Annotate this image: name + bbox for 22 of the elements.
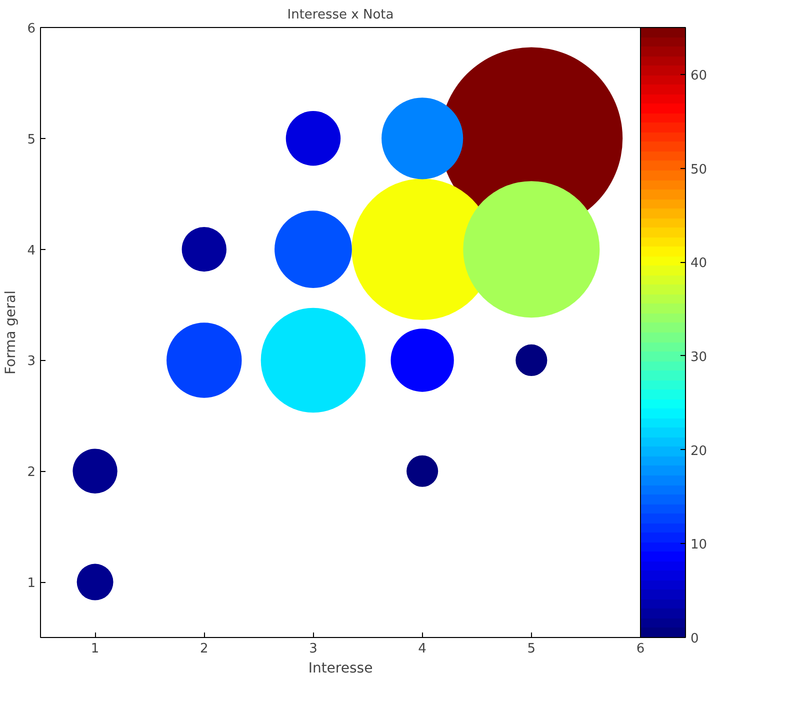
color-bar-label: 40 xyxy=(690,256,708,272)
y-tick-label: 3 xyxy=(27,354,36,370)
y-tick-label: 1 xyxy=(27,576,36,592)
x-tick-label: 6 xyxy=(636,642,645,656)
x-tick-label: 1 xyxy=(90,642,100,656)
x-tick-label: 4 xyxy=(418,642,426,656)
x-tick-label: 2 xyxy=(200,642,208,656)
chart-title: Interesse x Nota xyxy=(287,8,394,22)
color-bar-label: 20 xyxy=(690,444,708,459)
x-axis-title: Interesse xyxy=(308,660,373,676)
y-tick-label: 5 xyxy=(27,132,36,148)
y-tick-label: 4 xyxy=(27,243,36,258)
color-bar-label: 10 xyxy=(690,538,708,553)
color-bar-label: 0 xyxy=(690,632,699,646)
color-bar-label: 30 xyxy=(690,350,708,365)
color-bar-label: 50 xyxy=(690,162,708,178)
y-tick-label: 2 xyxy=(27,465,36,480)
y-tick-label: 6 xyxy=(27,22,36,36)
x-tick-label: 5 xyxy=(527,642,536,656)
x-tick-label: 3 xyxy=(309,642,318,656)
color-bar-label: 60 xyxy=(690,68,708,84)
y-axis-title: Forma geral xyxy=(3,290,20,375)
